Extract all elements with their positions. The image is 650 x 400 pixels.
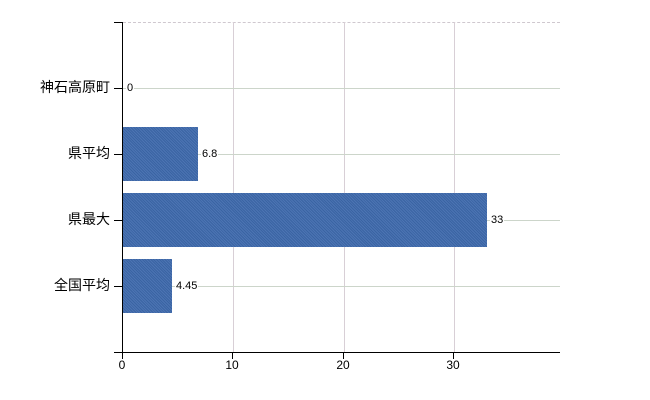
x-axis-tick: [453, 353, 454, 359]
plot-top-border: [123, 22, 560, 23]
bar: [123, 259, 172, 313]
x-axis-tick: [343, 353, 344, 359]
plot-area: 0 6.8 33 4.45: [122, 22, 560, 353]
x-axis-tick-label: 20: [336, 358, 350, 372]
category-label: 県平均: [68, 145, 110, 161]
category-gridline: [123, 154, 560, 155]
category-gridline: [123, 286, 560, 287]
category-label: 全国平均: [54, 277, 110, 293]
y-axis-tick: [114, 220, 122, 221]
y-axis-tick: [114, 22, 122, 23]
bar: [123, 193, 487, 247]
x-axis-tick-label: 0: [118, 358, 126, 372]
bar-value-label: 4.45: [175, 279, 199, 293]
bar-value-label: 0: [126, 81, 135, 95]
x-axis-tick-label: 30: [446, 358, 460, 372]
bar-value-label: 6.8: [201, 147, 219, 161]
category-gridline: [123, 88, 560, 89]
x-axis-tick: [232, 353, 233, 359]
y-axis-tick: [114, 88, 122, 89]
vertical-gridline: [233, 22, 234, 352]
vertical-gridline: [344, 22, 345, 352]
y-axis-tick: [114, 352, 122, 353]
bar-value-label: 33: [490, 213, 505, 227]
x-axis-tick-label: 10: [225, 358, 239, 372]
bar: [123, 127, 198, 181]
y-axis-tick: [114, 154, 122, 155]
x-axis-tick: [122, 353, 123, 359]
vertical-gridline: [454, 22, 455, 352]
y-axis-tick: [114, 286, 122, 287]
category-label: 県最大: [68, 211, 110, 227]
category-label: 神石高原町: [40, 79, 110, 95]
